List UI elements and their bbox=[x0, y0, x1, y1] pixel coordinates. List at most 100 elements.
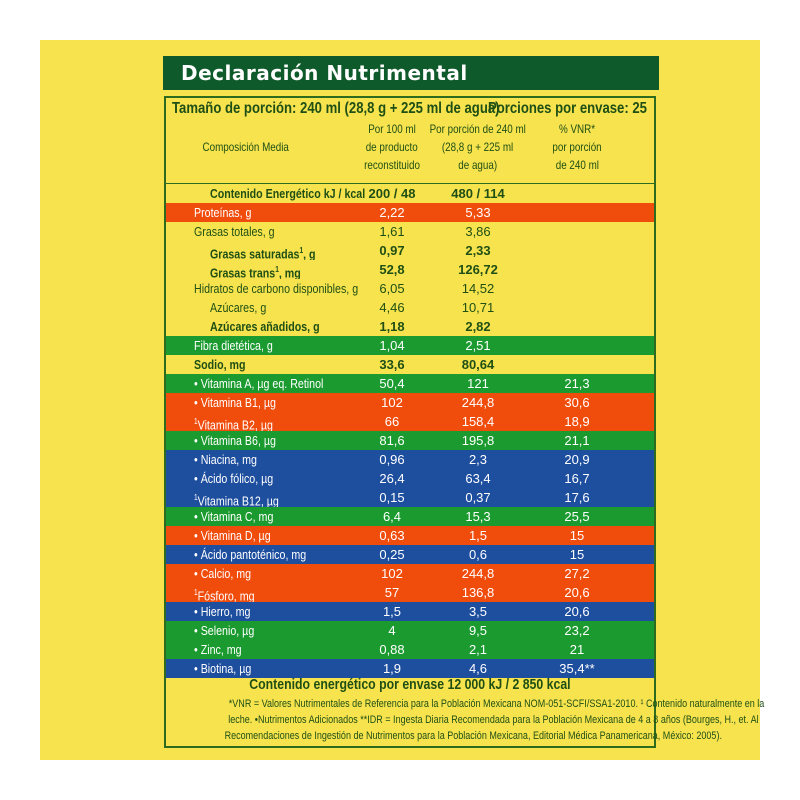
value-per-portion: 0,6 bbox=[468, 547, 488, 562]
footnotes: *VNR = Valores Nutrimentales de Referenc… bbox=[224, 698, 765, 742]
nutrient-name: • Vitamina D, µg bbox=[194, 528, 271, 543]
value-vnr: 20,6 bbox=[564, 585, 590, 600]
value-per-100ml: 1,61 bbox=[379, 224, 405, 239]
table-row: Grasas totales, g 1,61 3,86 bbox=[166, 222, 654, 241]
value-per-100ml: 102 bbox=[381, 395, 403, 410]
value-vnr: 20,6 bbox=[564, 604, 590, 619]
label-title: Declaración Nutrimental bbox=[181, 61, 468, 85]
value-per-100ml: 57 bbox=[384, 585, 400, 600]
table-row: 1Vitamina B2, µg 66 158,4 18,9 bbox=[166, 412, 654, 433]
table-row: Fibra dietética, g 1,04 2,51 bbox=[166, 336, 654, 355]
value-per-portion: 136,8 bbox=[461, 585, 495, 600]
table-row: Hidratos de carbono disponibles, g 6,05 14… bbox=[166, 279, 654, 298]
table-row: • Biotina, µg 1,9 4,6 35,4** bbox=[166, 659, 654, 678]
value-vnr: 21,3 bbox=[564, 376, 590, 391]
nutrient-name: Grasas totales, g bbox=[194, 224, 275, 239]
value-per-portion: 2,3 bbox=[468, 452, 488, 467]
value-per-portion: 2,51 bbox=[465, 338, 491, 353]
table-row: Azúcares, g 4,46 10,71 bbox=[166, 298, 654, 317]
value-per-portion: 126,72 bbox=[458, 262, 498, 277]
table-row: • Zinc, mg 0,88 2,1 21 bbox=[166, 640, 654, 659]
value-vnr: 27,2 bbox=[564, 566, 590, 581]
nutrient-name: • Vitamina B6, µg bbox=[194, 433, 276, 448]
value-per-100ml: 6,4 bbox=[382, 509, 402, 524]
nutrient-name: Grasas trans1, mg bbox=[210, 265, 301, 281]
energy-per-container: Contenido energético por envase 12 000 k… bbox=[249, 676, 571, 693]
table-row: • Vitamina D, µg 0,63 1,5 15 bbox=[166, 526, 654, 545]
header-per-portion: Por porción de 240 ml (28,8 g + 225 ml de … bbox=[429, 122, 527, 172]
value-per-100ml: 33,6 bbox=[379, 357, 405, 372]
nutrient-name: • Vitamina A, µg eq. Retinol bbox=[194, 376, 324, 391]
table-row: • Vitamina C, mg 6,4 15,3 25,5 bbox=[166, 507, 654, 526]
value-per-100ml: 1,9 bbox=[382, 661, 402, 676]
value-per-100ml: 0,97 bbox=[379, 243, 405, 258]
value-per-portion: 80,64 bbox=[461, 357, 495, 372]
table-row: Sodio, mg 33,6 80,64 bbox=[166, 355, 654, 374]
nutrient-name: Fibra dietética, g bbox=[194, 338, 273, 353]
value-vnr: 18,9 bbox=[564, 414, 590, 429]
nutrient-name: Hidratos de carbono disponibles, g bbox=[194, 281, 359, 296]
value-per-portion: 158,4 bbox=[461, 414, 495, 429]
nutrient-name: Azúcares añadidos, g bbox=[210, 319, 320, 334]
table-row: • Vitamina A, µg eq. Retinol 50,4 121 21,3 bbox=[166, 374, 654, 393]
value-vnr: 23,2 bbox=[564, 623, 590, 638]
value-per-100ml: 66 bbox=[384, 414, 400, 429]
value-per-100ml: 4,46 bbox=[379, 300, 405, 315]
nutrient-name: • Niacina, mg bbox=[194, 452, 257, 467]
nutrient-name: Contenido Energético kJ / kcal bbox=[210, 186, 366, 201]
nutrient-name: Sodio, mg bbox=[194, 357, 246, 372]
value-per-portion: 3,5 bbox=[468, 604, 488, 619]
table-row: • Niacina, mg 0,96 2,3 20,9 bbox=[166, 450, 654, 469]
nutrient-name: 1Vitamina B2, µg bbox=[194, 417, 273, 433]
table-row: Grasas trans1, mg 52,8 126,72 bbox=[166, 260, 654, 281]
table-row: Proteínas, g 2,22 5,33 bbox=[166, 203, 654, 222]
value-per-100ml: 26,4 bbox=[379, 471, 405, 486]
value-per-100ml: 102 bbox=[381, 566, 403, 581]
nutrient-name: • Calcio, mg bbox=[194, 566, 252, 581]
value-vnr: 30,6 bbox=[564, 395, 590, 410]
nutrient-name: 1Fósforo, mg bbox=[194, 588, 255, 604]
value-per-100ml: 2,22 bbox=[379, 205, 405, 220]
value-per-100ml: 4 bbox=[388, 623, 396, 638]
value-per-100ml: 0,15 bbox=[379, 490, 405, 505]
nutrient-name: • Ácido pantoténico, mg bbox=[194, 547, 307, 562]
value-vnr: 21 bbox=[569, 642, 585, 657]
table-row: • Ácido pantoténico, mg 0,25 0,6 15 bbox=[166, 545, 654, 564]
nutrient-name: Proteínas, g bbox=[194, 205, 252, 220]
value-per-portion: 5,33 bbox=[465, 205, 491, 220]
table-row: • Calcio, mg 102 244,8 27,2 bbox=[166, 564, 654, 583]
value-per-100ml: 0,63 bbox=[379, 528, 405, 543]
value-per-100ml: 50,4 bbox=[379, 376, 405, 391]
nutrient-name: Azúcares, g bbox=[210, 300, 267, 315]
nutrient-name: • Vitamina B1, µg bbox=[194, 395, 276, 410]
nutrition-table: Tamaño de porción: 240 ml (28,8 g + 225 … bbox=[164, 96, 765, 748]
value-per-portion: 3,86 bbox=[465, 224, 491, 239]
value-per-100ml: 6,05 bbox=[379, 281, 405, 296]
table-row: Contenido Energético kJ / kcal 200 / 48 48… bbox=[166, 184, 654, 203]
table-row: • Ácido fólico, µg 26,4 63,4 16,7 bbox=[166, 469, 654, 488]
value-per-portion: 9,5 bbox=[468, 623, 488, 638]
value-per-100ml: 1,18 bbox=[379, 319, 405, 334]
table-row: 1Fósforo, mg 57 136,8 20,6 bbox=[166, 583, 654, 604]
value-per-portion: 0,37 bbox=[465, 490, 491, 505]
value-per-portion: 14,52 bbox=[461, 281, 495, 296]
value-vnr: 15 bbox=[569, 547, 585, 562]
value-per-100ml: 81,6 bbox=[379, 433, 405, 448]
nutrient-name: Grasas saturadas1, g bbox=[210, 246, 316, 262]
value-vnr: 16,7 bbox=[564, 471, 590, 486]
table-row: • Vitamina B1, µg 102 244,8 30,6 bbox=[166, 393, 654, 412]
value-per-portion: 15,3 bbox=[465, 509, 491, 524]
value-per-portion: 244,8 bbox=[461, 395, 495, 410]
value-per-portion: 2,82 bbox=[465, 319, 491, 334]
value-per-100ml: 0,88 bbox=[379, 642, 405, 657]
value-per-100ml: 200 / 48 bbox=[368, 186, 416, 201]
value-per-portion: 2,1 bbox=[468, 642, 488, 657]
value-per-portion: 195,8 bbox=[461, 433, 495, 448]
nutrient-name: 1Vitamina B12, µg bbox=[194, 493, 279, 509]
nutrient-name: • Ácido fólico, µg bbox=[194, 471, 274, 486]
value-per-100ml: 0,25 bbox=[379, 547, 405, 562]
nutrient-name: • Vitamina C, mg bbox=[194, 509, 274, 524]
table-row: • Hierro, mg 1,5 3,5 20,6 bbox=[166, 602, 654, 621]
table-row: • Vitamina B6, µg 81,6 195,8 21,1 bbox=[166, 431, 654, 450]
portions-per-container: Porciones por envase: 25 bbox=[488, 100, 648, 117]
